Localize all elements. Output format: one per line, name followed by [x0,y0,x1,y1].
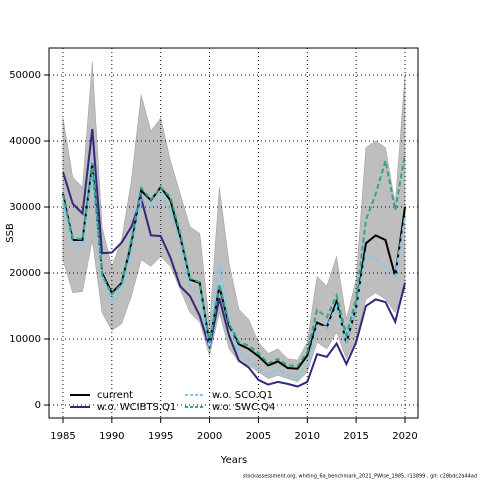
x-tick-label: 2020 [392,431,417,442]
series-line [61,154,406,368]
y-tick-label: 50000 [9,70,41,81]
y-tick-label: 20000 [9,268,41,279]
legend-label: w.o. SCO.Q1 [212,390,273,401]
y-tick-label: 0 [35,400,41,411]
x-tick-label: 2005 [246,431,271,442]
y-axis-label: SSB [5,223,16,243]
x-tick-label: 1990 [99,431,124,442]
series-line [62,129,406,388]
y-tick-label: 40000 [9,136,41,147]
confidence-band [62,61,406,383]
plot-frame [48,47,419,419]
legend-label: current [97,390,133,401]
y-tick-label: 30000 [9,202,41,213]
x-tick-label: 1985 [50,431,75,442]
y-tick-label: 10000 [9,334,41,345]
x-tick-label: 2000 [197,431,222,442]
footer: stockassessment.org, whiting_6a_benchmar… [243,474,477,480]
x-tick-label: 2015 [343,431,368,442]
x-axis-label: Years [220,455,247,466]
x-tick-label: 1995 [148,431,173,442]
legend-label: w.o. WCIBTS.Q1 [97,402,176,413]
x-tick-label: 2010 [295,431,320,442]
legend-label: w.o. SWC.Q4 [212,402,275,413]
